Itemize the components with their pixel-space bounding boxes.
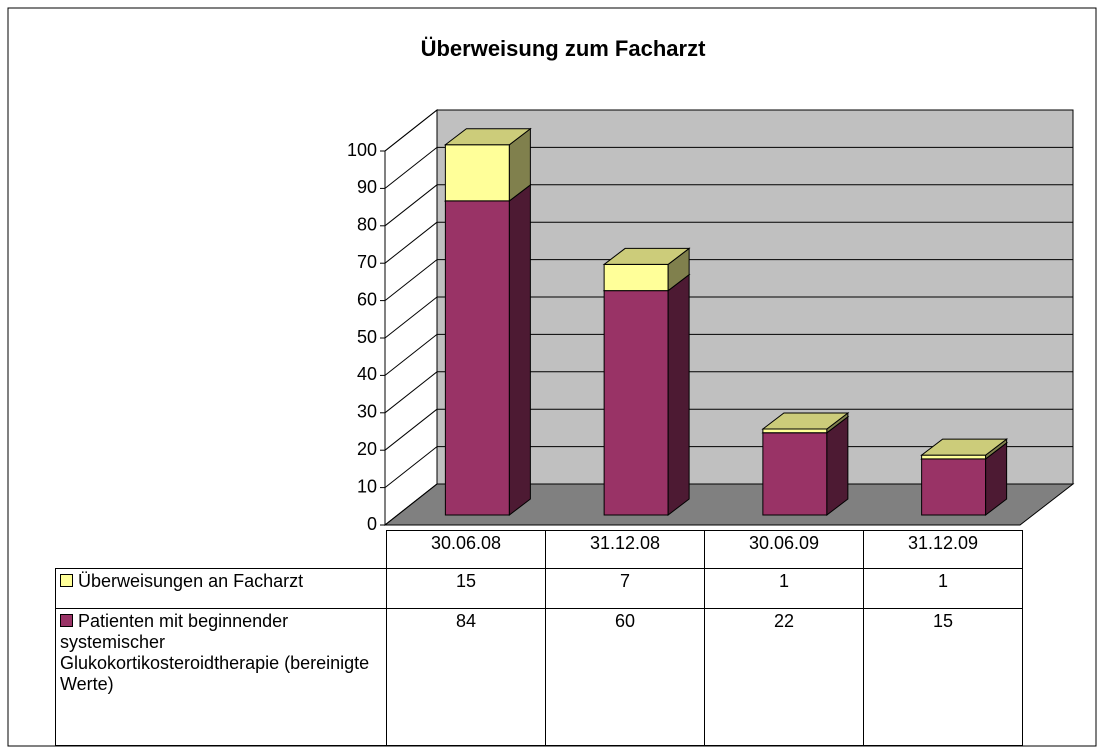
bar-top [920,438,1009,456]
legend-swatch [60,614,73,627]
grid-line [384,334,438,376]
table-value: 22 [704,608,864,746]
y-tick-label: 60 [357,289,377,309]
legend-label: Überweisungen an Facharzt [78,571,304,591]
x-tick-label: 31.12.08 [545,530,705,569]
x-tick-label: 30.06.09 [704,530,864,569]
table-value: 1 [863,568,1023,609]
table-header: 30.06.08 31.12.08 30.06.09 31.12.09 [56,530,1023,569]
x-tick-label: 30.06.08 [386,530,546,569]
bar-side [667,273,690,517]
y-tick-label: 40 [357,364,377,384]
y-tick-label: 10 [357,476,377,496]
grid-line [384,296,438,339]
table-row: Überweisungen an Facharzt 15 7 1 1 [55,568,1023,609]
grid-line [384,408,438,451]
legend-swatch [60,574,73,587]
y-tick-label: 80 [357,215,377,235]
table-value: 15 [863,608,1023,746]
table-value: 1 [704,568,864,609]
grid-line [384,221,438,264]
table-value: 60 [545,608,705,746]
grid-line [384,259,438,301]
grid-line [384,184,438,227]
legend-cell: Patienten mit beginnender systemischer G… [55,608,387,746]
y-tick-label: 90 [357,177,377,197]
table-value: 15 [386,568,546,609]
table-row: Patienten mit beginnender systemischer G… [55,608,1023,746]
y-tick-label: 30 [357,402,377,422]
bar [921,458,987,516]
chart-title: Überweisung zum Facharzt [421,36,707,61]
y-tick-label: 20 [357,439,377,459]
grid-line [384,483,438,526]
y-tick-label: 0 [367,514,377,534]
bar-top [602,247,691,265]
legend-label: Patienten mit beginnender systemischer G… [60,611,370,694]
bar-side [826,415,849,517]
bar-top [443,128,532,146]
bar [603,263,669,292]
grid-line [384,446,438,488]
legend-cell: Überweisungen an Facharzt [55,568,387,609]
bar [444,144,510,202]
bar-side [508,183,531,517]
x-tick-label: 31.12.09 [863,530,1023,569]
bar-top [761,412,850,430]
grid-line [384,147,438,189]
bar [762,428,828,434]
bar [921,454,987,460]
bar [603,290,669,516]
blank-cell [56,531,387,569]
y-tick-label: 50 [357,327,377,347]
table-value: 7 [545,568,705,609]
bar [762,432,828,516]
data-table: 30.06.08 31.12.08 30.06.09 31.12.09 Überwei… [55,530,1023,746]
grid-line [384,371,438,414]
grid-line [384,109,438,152]
bar [444,200,510,516]
y-tick-label: 100 [347,140,377,160]
y-tick-label: 70 [357,252,377,272]
table-value: 84 [386,608,546,746]
